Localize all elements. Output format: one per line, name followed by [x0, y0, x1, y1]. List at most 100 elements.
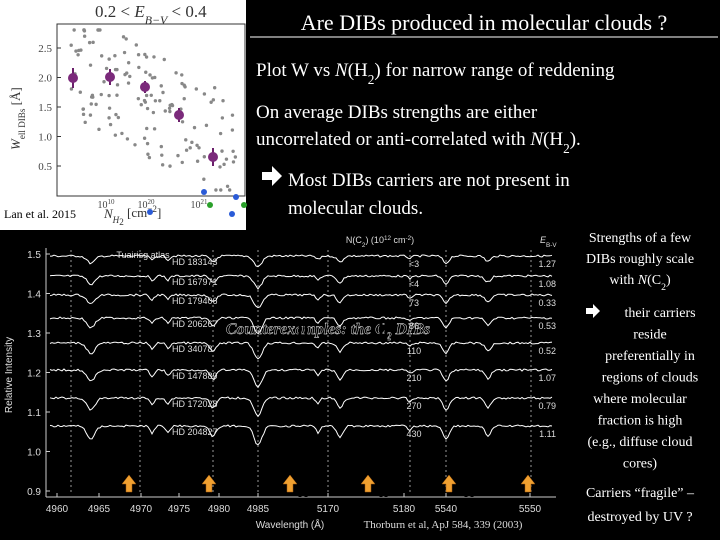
inset-point — [230, 128, 235, 132]
inset-point — [90, 93, 95, 98]
inset-title-part: < 0.4 — [167, 2, 207, 21]
inset-point — [224, 157, 229, 161]
inset-point — [183, 85, 187, 89]
bullet-1: Plot W vs N(H2) for narrow range of redd… — [256, 60, 615, 87]
nc2-header-part: 2 — [362, 242, 366, 249]
bullet-part: N — [334, 60, 349, 81]
inset-point — [167, 106, 172, 110]
inset-point — [160, 163, 165, 167]
spectrum-y-tick-label: 1.5 — [27, 250, 41, 261]
inset-point — [230, 113, 235, 117]
inset-mean — [174, 110, 184, 120]
star-label: HD 206267 — [172, 319, 218, 329]
note-line: regions of clouds — [602, 371, 698, 386]
inset-point — [107, 116, 111, 120]
spectrum-x-tick-label: 4980 — [208, 504, 231, 515]
inset-point — [144, 93, 149, 98]
spectrum-y-tick-label: 0.9 — [27, 487, 41, 498]
bullet-part: (H — [348, 60, 368, 81]
note-part: N — [637, 273, 648, 288]
inset-point — [214, 188, 218, 192]
arrow-icon — [586, 304, 600, 318]
inset-x-label-part: N — [103, 206, 114, 221]
inset-point — [161, 90, 165, 95]
star-label: HD 34078 — [172, 344, 213, 354]
inset-frame — [56, 23, 246, 197]
inset-point — [231, 160, 236, 164]
inset-point — [78, 90, 82, 94]
inset-point — [128, 74, 132, 79]
inset-point — [202, 92, 207, 96]
inset-point — [218, 131, 223, 136]
overlay-part: 2 — [385, 331, 392, 343]
inset-point — [82, 34, 87, 38]
inset-point — [125, 71, 129, 75]
inset-title-part: B−V — [145, 13, 169, 27]
spectrum-y-tick-label: 1.2 — [27, 369, 41, 380]
inset-point — [231, 149, 235, 154]
inset-point — [190, 140, 194, 145]
inset-title-part: 0.2 < — [95, 2, 134, 21]
inset-point — [204, 123, 209, 128]
nc2-value: 270 — [406, 401, 421, 411]
inset-point — [209, 100, 213, 104]
inset-y-label-part: ell — [17, 130, 27, 140]
note-line: preferentially in — [605, 349, 695, 364]
inset-point — [201, 189, 207, 195]
spectrum-line — [49, 293, 553, 309]
inset-point — [160, 153, 164, 157]
inset-point — [153, 99, 158, 103]
note-part: (C — [647, 273, 661, 288]
inset-point — [124, 37, 128, 41]
inset-point — [74, 49, 78, 53]
inset-point — [147, 155, 152, 160]
note-line: (e.g., diffuse cloud — [587, 435, 692, 450]
orange-arrow — [360, 474, 376, 493]
inset-x-label-part: ] — [157, 205, 161, 220]
spectrum-y-label: Relative Intensity — [4, 337, 15, 413]
note-line: with N(C2) — [609, 273, 671, 293]
orange-arrow — [520, 474, 536, 493]
inset-x-tick-label: 1021 — [191, 198, 209, 211]
inset-point — [207, 202, 213, 208]
inset-point — [114, 112, 118, 117]
inset-x-tick-label: 1020 — [138, 198, 156, 211]
orange-arrow — [441, 474, 457, 493]
spectrum-line — [49, 341, 553, 360]
inset-point — [133, 143, 137, 147]
spectrum-y-tick-label: 1.0 — [27, 448, 41, 459]
spectrum-line — [50, 254, 553, 268]
inset-point — [126, 61, 131, 65]
ebv-value: 0.53 — [538, 321, 556, 331]
ebv-value: 1.07 — [538, 373, 556, 383]
bullet-part: Plot W vs — [256, 60, 335, 81]
nc2-value: 86 — [409, 321, 419, 331]
inset-x-tick-part: 10 — [191, 200, 201, 211]
note-line: Strengths of a few — [589, 231, 692, 246]
inset-x-tick-part: 20 — [148, 198, 156, 206]
inset-figure: 0.2 < EB−V < 0.4 Well DIBs [Å] NH2 [cm−2… — [0, 0, 247, 230]
inset-x-label: NH2 [cm−2] — [103, 204, 161, 227]
inset-point — [88, 113, 93, 117]
spectrum-x-tick-label: 5550 — [519, 504, 542, 515]
inset-point — [233, 155, 238, 159]
inset-point — [126, 81, 131, 85]
inset-point — [69, 87, 74, 91]
inset-point — [145, 141, 150, 146]
bullet-3-line-2: molecular clouds. — [288, 198, 423, 219]
inset-point — [145, 106, 150, 111]
inset-x-label-part: H — [112, 215, 120, 225]
inset-point — [143, 52, 147, 57]
nc2-value: 210 — [406, 373, 421, 383]
inset-point — [87, 40, 92, 45]
inset-point — [121, 35, 126, 39]
inset-point — [184, 138, 188, 142]
inset-point — [102, 80, 106, 84]
inset-point — [202, 177, 206, 181]
note-part: ) — [666, 273, 671, 288]
bullet-part: ). — [570, 129, 581, 150]
inset-point — [88, 63, 93, 67]
inset-point — [139, 103, 143, 107]
inset-title-part: E — [133, 2, 145, 21]
inset-point — [233, 194, 239, 200]
